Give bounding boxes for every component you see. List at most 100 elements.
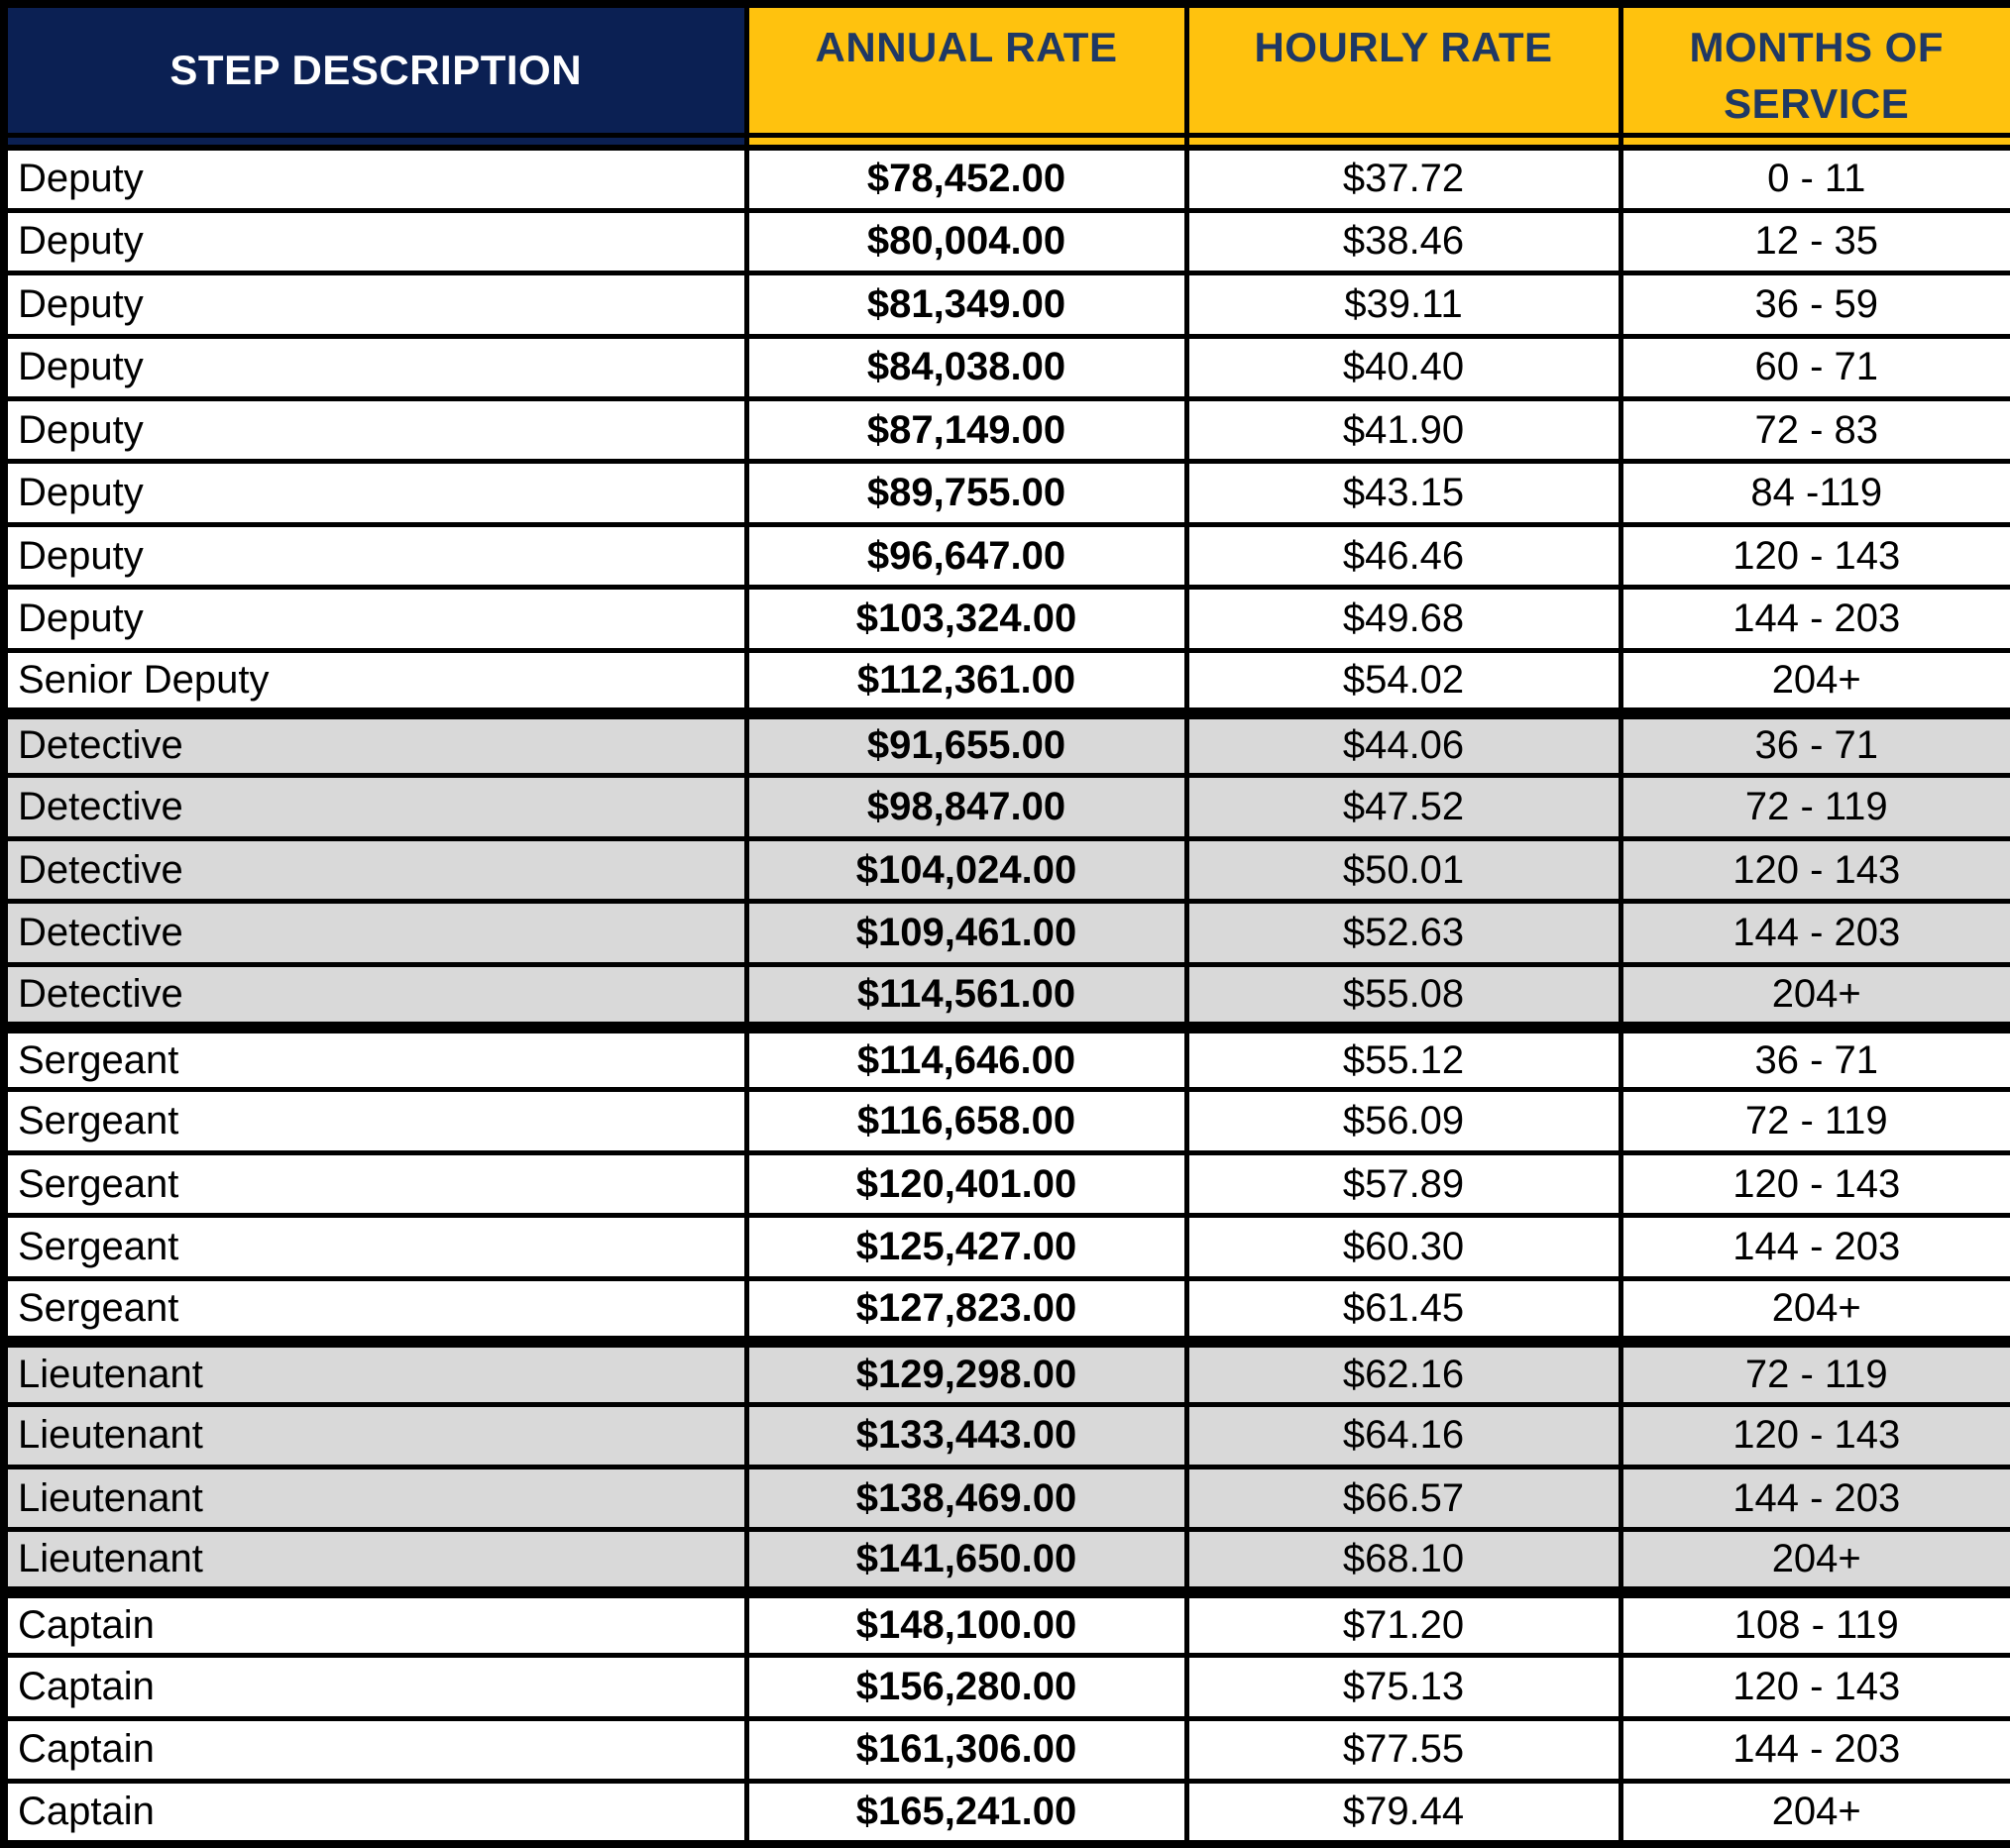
hourly-rate-cell: $37.72 [1183, 145, 1623, 213]
step-description-cell: Detective [1, 899, 749, 967]
header-underline-annual [743, 134, 1189, 151]
table-row: Deputy $80,004.00 $38.46 12 - 35 [1, 207, 2010, 276]
hourly-rate-cell: $49.68 [1183, 585, 1623, 653]
months-of-service-cell: 204+ [1618, 961, 2010, 1031]
hourly-rate-cell: $46.46 [1183, 521, 1623, 591]
annual-rate-cell: $120,401.00 [743, 1149, 1189, 1219]
table-row: Senior Deputy $112,361.00 $54.02 204+ [1, 647, 2010, 716]
annual-rate-cell: $141,650.00 [743, 1527, 1189, 1595]
step-description-cell: Lieutenant [1, 1335, 749, 1407]
step-description-cell: Deputy [1, 333, 749, 402]
step-description-cell: Captain [1, 1715, 749, 1784]
table-row: Deputy $103,324.00 $49.68 144 - 203 [1, 585, 2010, 653]
step-description-cell: Detective [1, 835, 749, 905]
hourly-rate-cell: $61.45 [1183, 1275, 1623, 1345]
hourly-rate-cell: $66.57 [1183, 1464, 1623, 1533]
step-description-cell: Lieutenant [1, 1401, 749, 1469]
annual-rate-cell: $156,280.00 [743, 1653, 1189, 1721]
annual-rate-cell: $148,100.00 [743, 1586, 1189, 1659]
step-description-cell: Detective [1, 961, 749, 1031]
hourly-rate-cell: $71.20 [1183, 1586, 1623, 1659]
months-of-service-cell: 204+ [1618, 647, 2010, 716]
table-row: Deputy $96,647.00 $46.46 120 - 143 [1, 521, 2010, 591]
annual-rate-cell: $125,427.00 [743, 1213, 1189, 1281]
column-header-months-of-service: MONTHS OF SERVICE [1618, 1, 2010, 139]
annual-rate-cell: $91,655.00 [743, 707, 1189, 779]
table-row: Deputy $78,452.00 $37.72 0 - 11 [1, 145, 2010, 213]
months-of-service-cell: 120 - 143 [1618, 835, 2010, 905]
annual-rate-cell: $87,149.00 [743, 395, 1189, 465]
header-underline-hourly [1183, 134, 1623, 151]
hourly-rate-cell: $75.13 [1183, 1653, 1623, 1721]
annual-rate-cell: $133,443.00 [743, 1401, 1189, 1469]
annual-rate-cell: $114,561.00 [743, 961, 1189, 1031]
step-description-cell: Deputy [1, 145, 749, 213]
step-description-cell: Senior Deputy [1, 647, 749, 716]
months-of-service-cell: 204+ [1618, 1275, 2010, 1345]
hourly-rate-cell: $40.40 [1183, 333, 1623, 402]
table-row: Detective $98,847.00 $47.52 72 - 119 [1, 773, 2010, 841]
annual-rate-cell: $98,847.00 [743, 773, 1189, 841]
months-of-service-cell: 120 - 143 [1618, 1401, 2010, 1469]
step-description-cell: Sergeant [1, 1213, 749, 1281]
hourly-rate-cell: $38.46 [1183, 207, 1623, 276]
step-description-cell: Sergeant [1, 1275, 749, 1345]
step-description-cell: Deputy [1, 271, 749, 339]
table-row: Detective $114,561.00 $55.08 204+ [1, 961, 2010, 1031]
table-row: Deputy $84,038.00 $40.40 60 - 71 [1, 333, 2010, 402]
table-row: Deputy $87,149.00 $41.90 72 - 83 [1, 395, 2010, 465]
header-underline-step [1, 134, 749, 151]
table-row: Lieutenant $133,443.00 $64.16 120 - 143 [1, 1401, 2010, 1469]
hourly-rate-cell: $57.89 [1183, 1149, 1623, 1219]
annual-rate-cell: $96,647.00 [743, 521, 1189, 591]
header-underline-strip [1, 134, 2010, 151]
months-of-service-cell: 144 - 203 [1618, 899, 2010, 967]
months-of-service-cell: 72 - 119 [1618, 773, 2010, 841]
months-of-service-cell: 72 - 119 [1618, 1335, 2010, 1407]
hourly-rate-cell: $50.01 [1183, 835, 1623, 905]
step-description-cell: Captain [1, 1586, 749, 1659]
months-of-service-cell: 72 - 83 [1618, 395, 2010, 465]
months-of-service-cell: 144 - 203 [1618, 1213, 2010, 1281]
months-of-service-cell: 36 - 71 [1618, 1021, 2010, 1093]
table-row: Sergeant $125,427.00 $60.30 144 - 203 [1, 1213, 2010, 1281]
step-description-cell: Sergeant [1, 1149, 749, 1219]
months-of-service-cell: 144 - 203 [1618, 1715, 2010, 1784]
hourly-rate-cell: $79.44 [1183, 1778, 1623, 1847]
table-row: Lieutenant $138,469.00 $66.57 144 - 203 [1, 1464, 2010, 1533]
months-of-service-cell: 204+ [1618, 1527, 2010, 1595]
annual-rate-cell: $116,658.00 [743, 1087, 1189, 1155]
column-header-annual-rate: ANNUAL RATE [743, 1, 1189, 139]
table-row: Deputy $81,349.00 $39.11 36 - 59 [1, 271, 2010, 339]
months-of-service-cell: 120 - 143 [1618, 521, 2010, 591]
hourly-rate-cell: $55.08 [1183, 961, 1623, 1031]
step-description-cell: Deputy [1, 459, 749, 527]
table-row: Sergeant $116,658.00 $56.09 72 - 119 [1, 1087, 2010, 1155]
salary-table-body: Deputy $78,452.00 $37.72 0 - 11 Deputy $80,00… [1, 145, 2010, 1847]
table-header: STEP DESCRIPTION ANNUAL RATE HOURLY RATE… [1, 1, 2010, 151]
annual-rate-cell: $129,298.00 [743, 1335, 1189, 1407]
table-row: Detective $109,461.00 $52.63 144 - 203 [1, 899, 2010, 967]
annual-rate-cell: $114,646.00 [743, 1021, 1189, 1093]
hourly-rate-cell: $39.11 [1183, 271, 1623, 339]
table-row: Lieutenant $129,298.00 $62.16 72 - 119 [1, 1335, 2010, 1407]
months-of-service-cell: 144 - 203 [1618, 1464, 2010, 1533]
column-header-hourly-rate: HOURLY RATE [1183, 1, 1623, 139]
header-row: STEP DESCRIPTION ANNUAL RATE HOURLY RATE… [1, 1, 2010, 139]
step-description-cell: Deputy [1, 521, 749, 591]
annual-rate-cell: $109,461.00 [743, 899, 1189, 967]
annual-rate-cell: $84,038.00 [743, 333, 1189, 402]
step-description-cell: Detective [1, 773, 749, 841]
hourly-rate-cell: $54.02 [1183, 647, 1623, 716]
months-of-service-cell: 84 -119 [1618, 459, 2010, 527]
step-description-cell: Sergeant [1, 1021, 749, 1093]
annual-rate-cell: $80,004.00 [743, 207, 1189, 276]
hourly-rate-cell: $68.10 [1183, 1527, 1623, 1595]
months-of-service-cell: 12 - 35 [1618, 207, 2010, 276]
annual-rate-cell: $81,349.00 [743, 271, 1189, 339]
hourly-rate-cell: $41.90 [1183, 395, 1623, 465]
column-header-step-description: STEP DESCRIPTION [1, 1, 749, 139]
header-underline-months [1618, 134, 2010, 151]
hourly-rate-cell: $43.15 [1183, 459, 1623, 527]
